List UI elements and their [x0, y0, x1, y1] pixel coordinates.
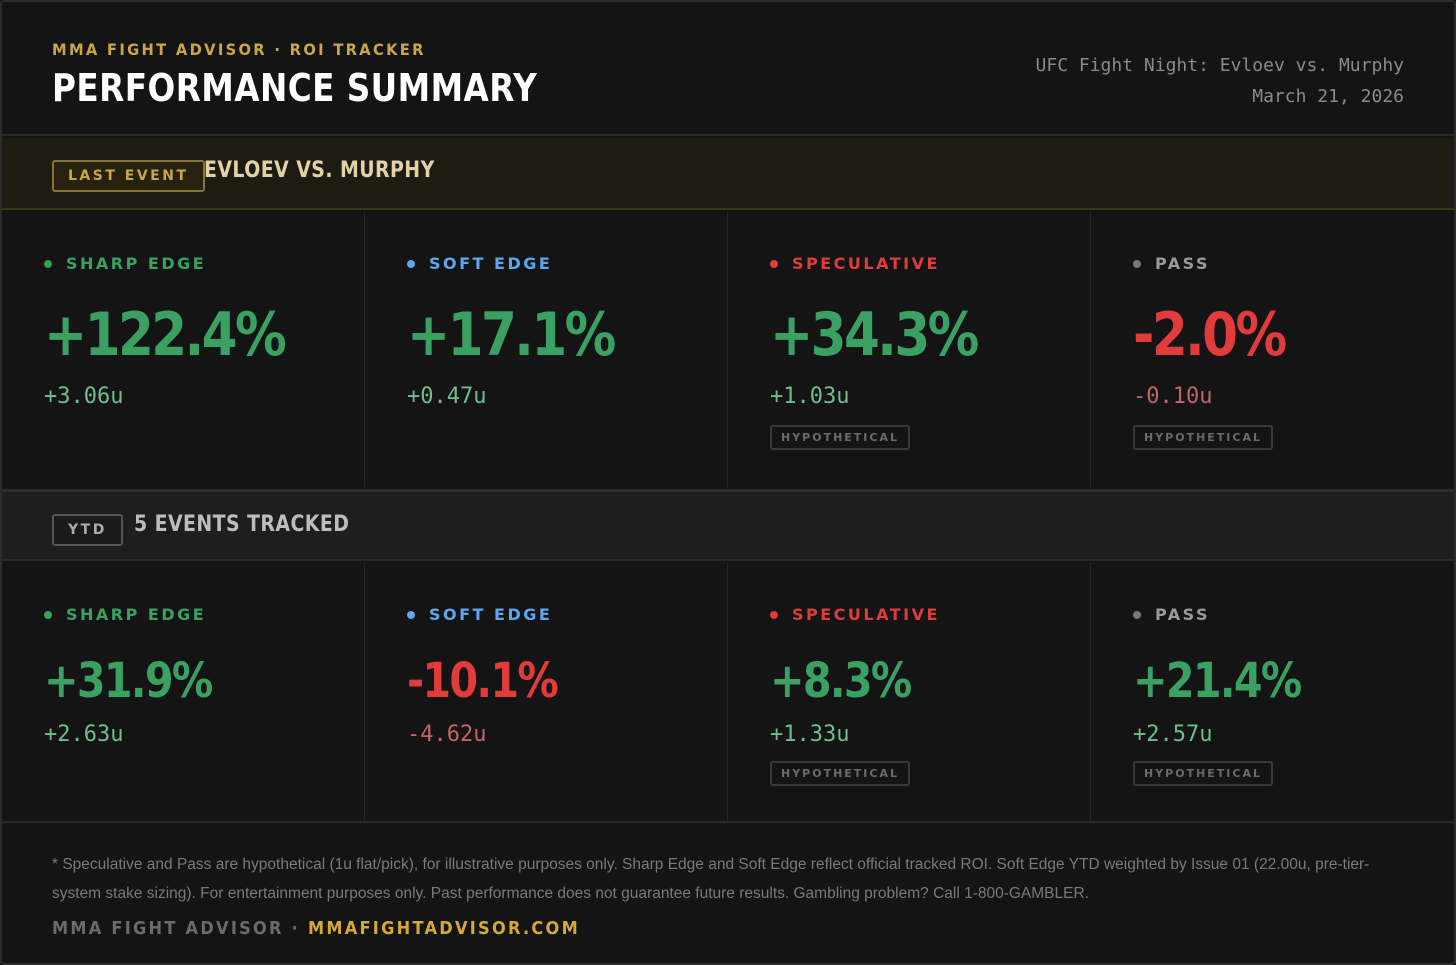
- roi-percent: +122.4%: [44, 300, 287, 370]
- last-soft-edge-cell: SOFT EDGE +17.1% +0.47u: [365, 212, 728, 487]
- grey-dot-icon: [1133, 610, 1141, 619]
- ytd-sharp-edge-cell: SHARP EDGE +31.9% +2.63u: [2, 563, 365, 821]
- ytd-soft-edge-cell: SOFT EDGE -10.1% -4.62u: [365, 563, 728, 821]
- blue-dot-icon: [407, 610, 415, 619]
- pass-heading: PASS: [1133, 254, 1210, 273]
- site-link[interactable]: MMAFIGHTADVISOR.COM: [307, 918, 580, 939]
- hypothetical-badge: HYPOTHETICAL: [770, 761, 910, 786]
- event-name: UFC Fight Night: Evloev vs. Murphy: [1035, 55, 1404, 76]
- page-title: PERFORMANCE SUMMARY: [52, 66, 538, 110]
- green-dot-icon: [44, 610, 52, 619]
- units-value: +0.47u: [407, 384, 487, 409]
- hypothetical-badge: HYPOTHETICAL: [770, 425, 910, 450]
- cell-label: SOFT EDGE: [429, 605, 553, 624]
- units-value: +1.03u: [770, 384, 850, 409]
- roi-percent: -2.0%: [1133, 300, 1287, 370]
- units-value: -4.62u: [407, 722, 487, 747]
- ytd-grid: SHARP EDGE +31.9% +2.63u SOFT EDGE -10.1…: [2, 563, 1454, 823]
- pass-heading: PASS: [1133, 605, 1210, 624]
- roi-percent: +8.3%: [770, 653, 912, 709]
- roi-percent: +17.1%: [407, 300, 616, 370]
- ytd-pass-cell: PASS +21.4% +2.57u HYPOTHETICAL: [1091, 563, 1454, 821]
- units-value: -0.10u: [1133, 384, 1213, 409]
- green-dot-icon: [44, 259, 52, 268]
- kicker: MMA FIGHT ADVISOR · ROI TRACKER: [52, 40, 426, 59]
- sharp-edge-heading: SHARP EDGE: [44, 254, 206, 273]
- last-speculative-cell: SPECULATIVE +34.3% +1.03u HYPOTHETICAL: [728, 212, 1091, 487]
- roi-percent: +34.3%: [770, 300, 979, 370]
- last-event-bar: LAST EVENT EVLOEV VS. MURPHY: [2, 138, 1454, 210]
- soft-edge-heading: SOFT EDGE: [407, 605, 552, 624]
- hypothetical-badge: HYPOTHETICAL: [1133, 425, 1273, 450]
- brand-footer: MMA FIGHT ADVISOR · MMAFIGHTADVISOR.COM: [52, 918, 580, 939]
- ytd-label: 5 EVENTS TRACKED: [134, 512, 350, 537]
- ytd-tag: YTD: [52, 514, 123, 546]
- disclaimer-note: * Speculative and Pass are hypothetical …: [52, 856, 1370, 902]
- speculative-heading: SPECULATIVE: [770, 605, 940, 624]
- last-event-tag: LAST EVENT: [52, 160, 205, 192]
- event-date: March 21, 2026: [1252, 86, 1404, 107]
- units-value: +1.33u: [770, 722, 850, 747]
- blue-dot-icon: [407, 259, 415, 268]
- cell-label: PASS: [1155, 254, 1210, 273]
- header: MMA FIGHT ADVISOR · ROI TRACKER PERFORMA…: [2, 2, 1454, 136]
- grey-dot-icon: [1133, 259, 1141, 268]
- roi-percent: +21.4%: [1133, 653, 1302, 709]
- sharp-edge-heading: SHARP EDGE: [44, 605, 206, 624]
- units-value: +3.06u: [44, 384, 124, 409]
- units-value: +2.63u: [44, 722, 124, 747]
- ytd-speculative-cell: SPECULATIVE +8.3% +1.33u HYPOTHETICAL: [728, 563, 1091, 821]
- hypothetical-badge: HYPOTHETICAL: [1133, 761, 1273, 786]
- ytd-bar: YTD 5 EVENTS TRACKED: [2, 489, 1454, 561]
- roi-percent: +31.9%: [44, 653, 213, 709]
- last-event-label: EVLOEV VS. MURPHY: [204, 158, 435, 183]
- speculative-heading: SPECULATIVE: [770, 254, 940, 273]
- brand-name: MMA FIGHT ADVISOR ·: [52, 918, 308, 939]
- cell-label: SPECULATIVE: [792, 605, 940, 624]
- event-info: UFC Fight Night: Evloev vs. Murphy March…: [1036, 50, 1404, 112]
- cell-label: SOFT EDGE: [429, 254, 553, 273]
- cell-label: SHARP EDGE: [66, 254, 207, 273]
- units-value: +2.57u: [1133, 722, 1213, 747]
- last-event-grid: SHARP EDGE +122.4% +3.06u SOFT EDGE +17.…: [2, 212, 1454, 487]
- red-dot-icon: [770, 259, 778, 268]
- soft-edge-heading: SOFT EDGE: [407, 254, 552, 273]
- cell-label: SPECULATIVE: [792, 254, 940, 273]
- red-dot-icon: [770, 610, 778, 619]
- last-sharp-edge-cell: SHARP EDGE +122.4% +3.06u: [2, 212, 365, 487]
- cell-label: SHARP EDGE: [66, 605, 207, 624]
- cell-label: PASS: [1155, 605, 1210, 624]
- roi-percent: -10.1%: [407, 653, 559, 709]
- last-pass-cell: PASS -2.0% -0.10u HYPOTHETICAL: [1091, 212, 1454, 487]
